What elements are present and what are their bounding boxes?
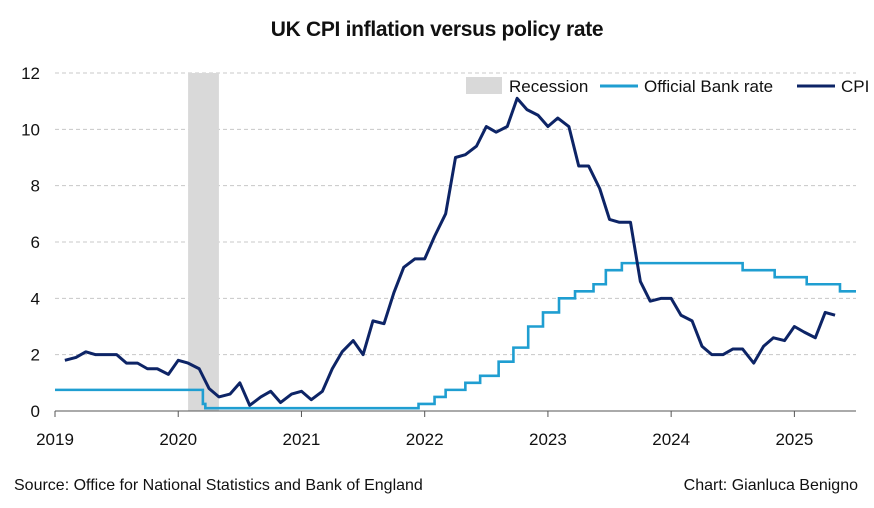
grid-layer — [55, 72, 856, 356]
series-cpi — [64, 96, 836, 407]
x-tick-label-2024: 2024 — [652, 430, 690, 449]
y-tick-label-10: 10 — [21, 120, 40, 139]
x-tick-label-2021: 2021 — [283, 430, 321, 449]
legend: Recession Official Bank rate CPI — [466, 77, 869, 96]
y-tick-label-12: 12 — [21, 64, 40, 83]
recession-band — [188, 73, 219, 411]
series-layer — [55, 96, 856, 410]
legend-label-recession: Recession — [509, 77, 588, 96]
y-tick-label-6: 6 — [31, 233, 40, 252]
source-note: Source: Office for National Statistics a… — [14, 477, 423, 494]
y-tick-label-2: 2 — [31, 346, 40, 365]
x-tick-label-2020: 2020 — [159, 430, 197, 449]
x-tick-label-2022: 2022 — [406, 430, 444, 449]
legend-label-cpi: CPI — [841, 77, 869, 96]
x-tick-label-2019: 2019 — [36, 430, 74, 449]
series-bank-rate — [55, 261, 856, 410]
legend-swatch-recession — [466, 77, 502, 94]
y-tick-label-4: 4 — [31, 289, 40, 308]
recession-layer — [188, 73, 219, 411]
legend-label-bank-rate: Official Bank rate — [644, 77, 773, 96]
axis-layer: 0 2 4 6 8 10 12 2019 2020 2021 2022 2023 2024 2025 — [21, 64, 856, 449]
y-tick-label-0: 0 — [31, 402, 40, 421]
x-tick-label-2025: 2025 — [775, 430, 813, 449]
chart-credit: Chart: Gianluca Benigno — [683, 477, 858, 494]
x-tick-label-2023: 2023 — [529, 430, 567, 449]
chart-title: UK CPI inflation versus policy rate — [270, 18, 604, 41]
y-tick-label-8: 8 — [31, 177, 40, 196]
